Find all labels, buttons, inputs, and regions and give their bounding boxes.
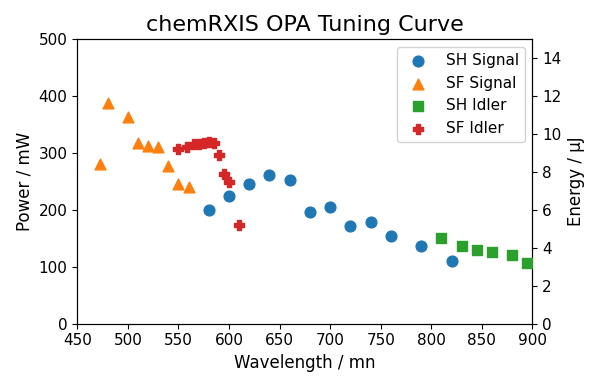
SF Idler bbox=[204, 139, 214, 145]
SF Signal bbox=[133, 140, 143, 146]
SF Idler bbox=[182, 144, 191, 151]
Title: chemRXIS OPA Tuning Curve: chemRXIS OPA Tuning Curve bbox=[146, 15, 464, 35]
SF Idler bbox=[209, 140, 218, 146]
SF Idler bbox=[235, 222, 244, 228]
X-axis label: Wavelength / mn: Wavelength / mn bbox=[234, 354, 376, 372]
SF Signal bbox=[173, 181, 183, 187]
SH Signal bbox=[204, 207, 214, 213]
SH Signal bbox=[416, 243, 426, 249]
SF Signal bbox=[103, 100, 112, 106]
SF Signal bbox=[143, 142, 153, 149]
SH Idler bbox=[472, 247, 482, 253]
SH Signal bbox=[325, 204, 335, 210]
SH Signal bbox=[386, 233, 395, 239]
SH Signal bbox=[265, 171, 274, 178]
SF Idler bbox=[173, 146, 183, 152]
SH Idler bbox=[523, 260, 532, 266]
SF Signal bbox=[184, 184, 193, 190]
Y-axis label: Power / mW: Power / mW bbox=[15, 132, 33, 231]
SH Idler bbox=[487, 248, 497, 255]
SH Idler bbox=[437, 235, 446, 241]
Legend: SH Signal, SF Signal, SH Idler, SF Idler: SH Signal, SF Signal, SH Idler, SF Idler bbox=[397, 47, 525, 142]
SH Signal bbox=[244, 181, 254, 187]
SF Signal bbox=[154, 144, 163, 151]
SH Signal bbox=[305, 209, 315, 215]
SF Idler bbox=[219, 171, 229, 177]
SH Signal bbox=[346, 223, 355, 229]
SF Idler bbox=[199, 140, 209, 146]
SF Idler bbox=[224, 178, 234, 185]
SF Idler bbox=[194, 140, 203, 147]
SH Signal bbox=[285, 177, 295, 183]
Y-axis label: Energy / μJ: Energy / μJ bbox=[567, 137, 585, 226]
SH Idler bbox=[457, 243, 466, 249]
SF Signal bbox=[164, 163, 173, 169]
SH Idler bbox=[508, 252, 517, 259]
SF Idler bbox=[214, 152, 224, 158]
SH Signal bbox=[224, 193, 234, 199]
SF Signal bbox=[123, 114, 133, 120]
SF Idler bbox=[189, 140, 199, 147]
SH Signal bbox=[447, 258, 457, 264]
SF Signal bbox=[95, 161, 104, 168]
SH Signal bbox=[366, 219, 376, 226]
